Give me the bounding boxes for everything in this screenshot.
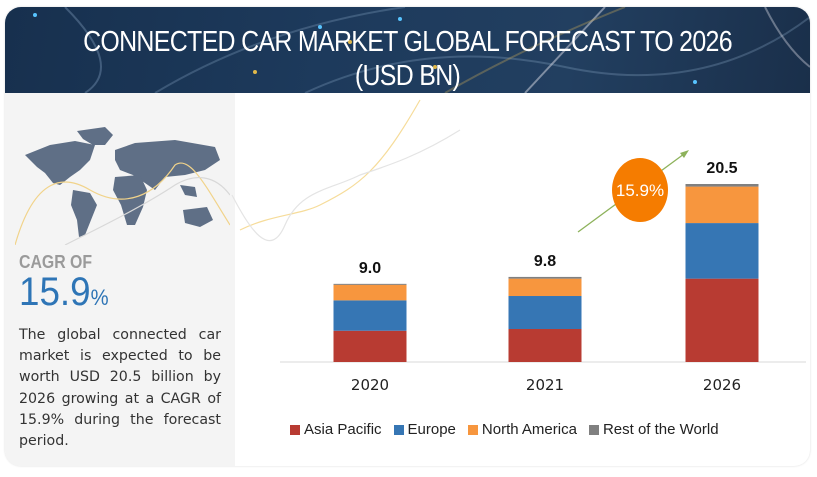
total-label-2020: 9.0 bbox=[359, 260, 381, 277]
page-title: CONNECTED CAR MARKET GLOBAL FORECAST TO … bbox=[83, 26, 733, 92]
x-tick-label-2026: 2026 bbox=[703, 376, 741, 394]
growth-arrow-head-icon bbox=[680, 150, 689, 158]
bar-segment-north-america-2020 bbox=[333, 284, 407, 301]
header-background-lines bbox=[33, 7, 810, 93]
legend-swatch bbox=[393, 424, 404, 435]
decorative-curve-gray bbox=[231, 129, 461, 241]
total-label-2021: 9.8 bbox=[534, 253, 556, 270]
legend-item-north-america: North America bbox=[467, 421, 577, 438]
cagr-label: CAGR OF bbox=[19, 252, 93, 272]
bar-segment-europe-2021 bbox=[508, 296, 582, 330]
summary-panel: CAGR OF 15.9% The global connected car m… bbox=[5, 93, 235, 466]
legend-swatch bbox=[290, 424, 300, 435]
legend-label: North America bbox=[481, 421, 577, 438]
bar-segment-europe-2020 bbox=[333, 300, 407, 331]
legend-label: Europe bbox=[407, 421, 456, 438]
legend-label: Asia Pacific bbox=[304, 421, 382, 438]
bar-segment-asia-pacific-2020 bbox=[333, 330, 407, 362]
legend-item-rest-of-world: Rest of the World bbox=[588, 421, 719, 438]
market-description: The global connected car market is expec… bbox=[19, 327, 221, 450]
bar-segment-asia-pacific-2026 bbox=[685, 278, 759, 362]
cagr-value: 15.9% bbox=[19, 270, 109, 320]
bar-segment-europe-2026 bbox=[685, 223, 759, 279]
legend-item-europe: Europe bbox=[393, 421, 456, 438]
bar-segment-rest-of-the-world-2026 bbox=[685, 184, 759, 187]
world-map-icon bbox=[15, 127, 230, 245]
header-banner: CONNECTED CAR MARKET GLOBAL FORECAST TO … bbox=[5, 7, 810, 93]
legend-label: Rest of the World bbox=[602, 421, 719, 438]
chart-legend: Asia Pacific Europe North America Rest o… bbox=[290, 421, 719, 438]
bar-segment-north-america-2021 bbox=[508, 278, 582, 297]
cagr-badge bbox=[612, 158, 668, 222]
cagr-number: 15.9 bbox=[19, 270, 91, 314]
legend-swatch bbox=[467, 424, 478, 435]
bar-segment-asia-pacific-2021 bbox=[508, 329, 582, 362]
cagr-unit: % bbox=[90, 285, 109, 310]
legend-swatch bbox=[588, 424, 599, 435]
decorative-curve-gold bbox=[239, 99, 421, 231]
cagr-badge-text: 15.9% bbox=[616, 181, 664, 200]
legend-item-asia-pacific: Asia Pacific bbox=[290, 421, 382, 438]
infographic-card: CONNECTED CAR MARKET GLOBAL FORECAST TO … bbox=[5, 7, 810, 466]
bar-segment-north-america-2026 bbox=[685, 186, 759, 224]
bar-segment-rest-of-the-world-2021 bbox=[508, 276, 582, 279]
total-label-2026: 20.5 bbox=[706, 160, 737, 177]
bar-segment-rest-of-the-world-2020 bbox=[333, 283, 407, 285]
x-tick-label-2021: 2021 bbox=[526, 376, 564, 394]
x-tick-label-2020: 2020 bbox=[351, 376, 389, 394]
